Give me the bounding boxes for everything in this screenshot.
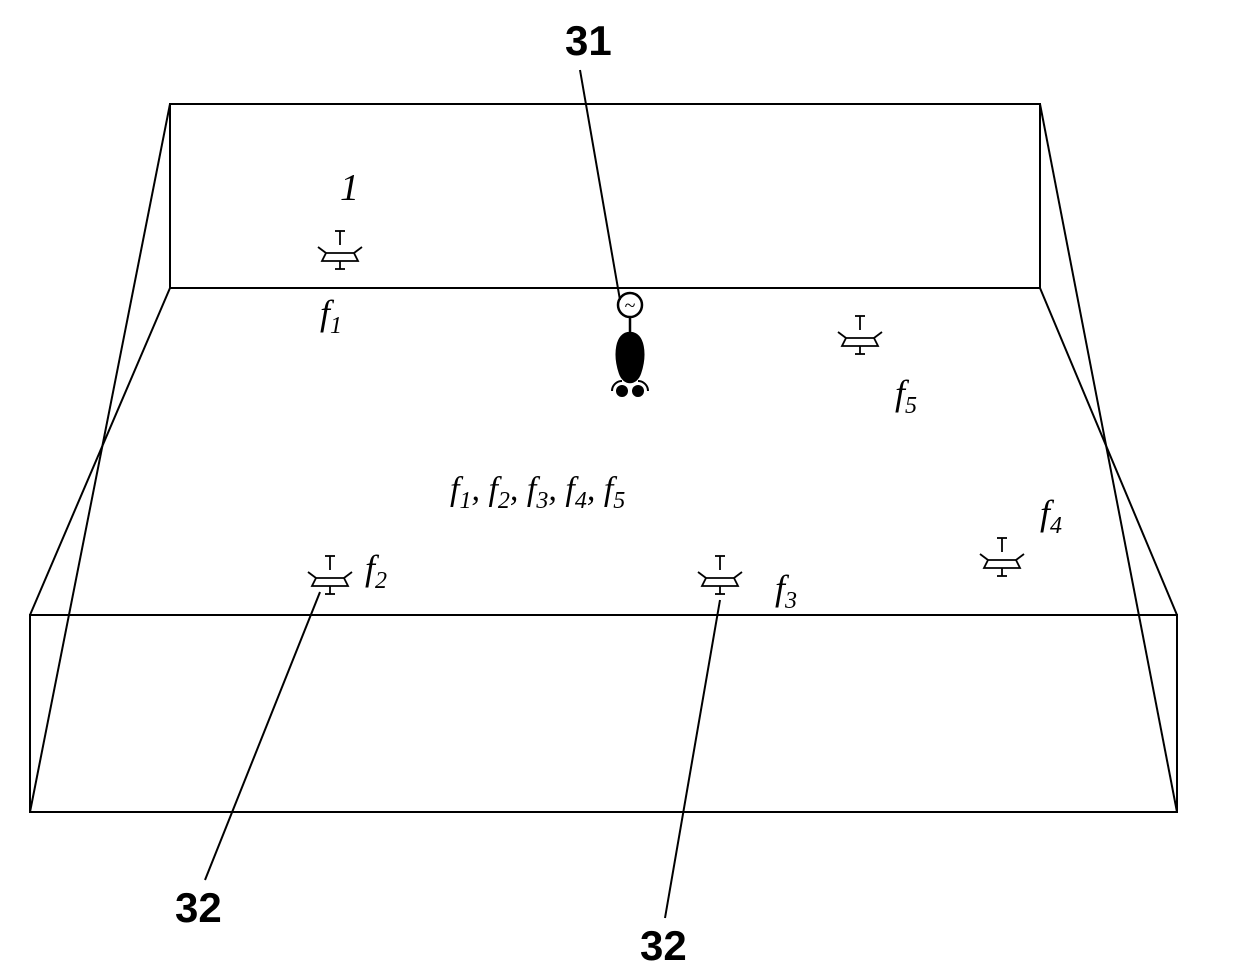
svg-text:31: 31 bbox=[565, 17, 612, 64]
svg-text:1: 1 bbox=[340, 167, 359, 209]
svg-text:~: ~ bbox=[625, 295, 636, 317]
svg-text:32: 32 bbox=[640, 922, 687, 969]
svg-text:32: 32 bbox=[175, 884, 222, 931]
svg-text:f2: f2 bbox=[365, 548, 387, 594]
svg-text:f5: f5 bbox=[895, 373, 917, 419]
svg-text:f1: f1 bbox=[320, 293, 342, 339]
svg-text:f3: f3 bbox=[775, 568, 797, 614]
svg-text:f1, f2, f3, f4, f5: f1, f2, f3, f4, f5 bbox=[450, 471, 625, 514]
svg-text:f4: f4 bbox=[1040, 493, 1062, 539]
